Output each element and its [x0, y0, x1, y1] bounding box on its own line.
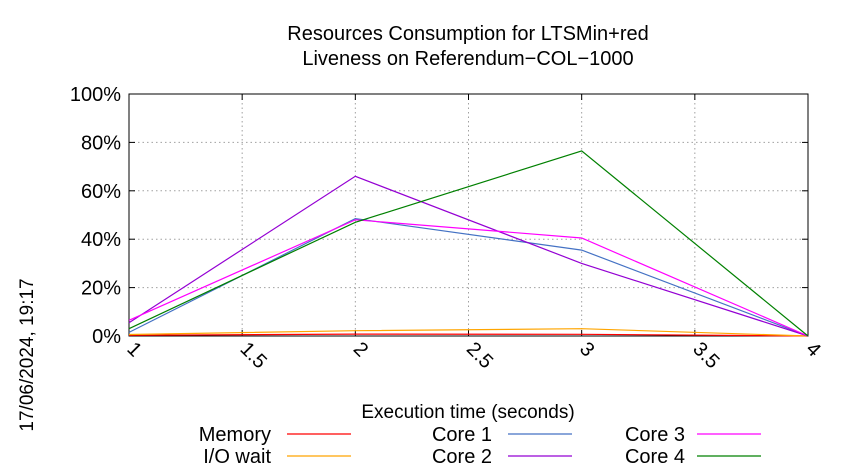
x-tick-label: 3 — [575, 338, 598, 361]
legend-label-core-2: Core 2 — [432, 446, 492, 468]
series-line-core-1 — [128, 217, 809, 337]
legend-label-core-3: Core 3 — [625, 424, 685, 446]
y-tick-label: 40% — [81, 229, 121, 251]
x-tick-label: 4 — [801, 338, 824, 361]
x-axis-label: Execution time (seconds) — [361, 402, 574, 423]
plot-border — [128, 93, 809, 337]
x-tick-labels: 1 1.5 2 2.5 3 3.5 4 — [122, 338, 824, 373]
series-line-core-4 — [128, 150, 809, 337]
legend-label-core-1: Core 1 — [432, 424, 492, 446]
y-tick-labels: 0% 20% 40% 60% 80% 100% — [70, 84, 121, 348]
chart-title-line-2: Liveness on Referendum−COL−1000 — [302, 48, 633, 70]
legend-label-i-o-wait: I/O wait — [203, 446, 271, 468]
x-tick-label: 2.5 — [462, 338, 497, 373]
x-tick-label: 2 — [349, 338, 372, 361]
y-tick-label: 100% — [70, 84, 121, 106]
legend-label-memory: Memory — [199, 424, 271, 446]
series-line-core-3 — [128, 219, 809, 337]
x-tick-label: 1.5 — [236, 338, 271, 373]
series-line-memory — [128, 333, 809, 337]
y-tick-label: 20% — [81, 278, 121, 300]
legend-label-core-4: Core 4 — [625, 446, 685, 468]
chart-title-line-1: Resources Consumption for LTSMin+red — [287, 23, 648, 45]
y-tick-label: 60% — [81, 181, 121, 203]
series-lines — [128, 150, 809, 337]
y-tick-label: 80% — [81, 132, 121, 154]
grid — [129, 94, 808, 336]
axes — [128, 93, 809, 337]
series-line-core-2 — [128, 175, 809, 337]
x-tick-label: 3.5 — [688, 338, 723, 373]
chart-title: Resources Consumption for LTSMin+red Liv… — [287, 23, 648, 70]
x-tick-label: 1 — [122, 338, 145, 361]
y-tick-label: 0% — [92, 326, 121, 348]
timestamp-label: 17/06/2024, 19:17 — [17, 278, 38, 431]
series-line-i-o-wait — [128, 328, 809, 337]
